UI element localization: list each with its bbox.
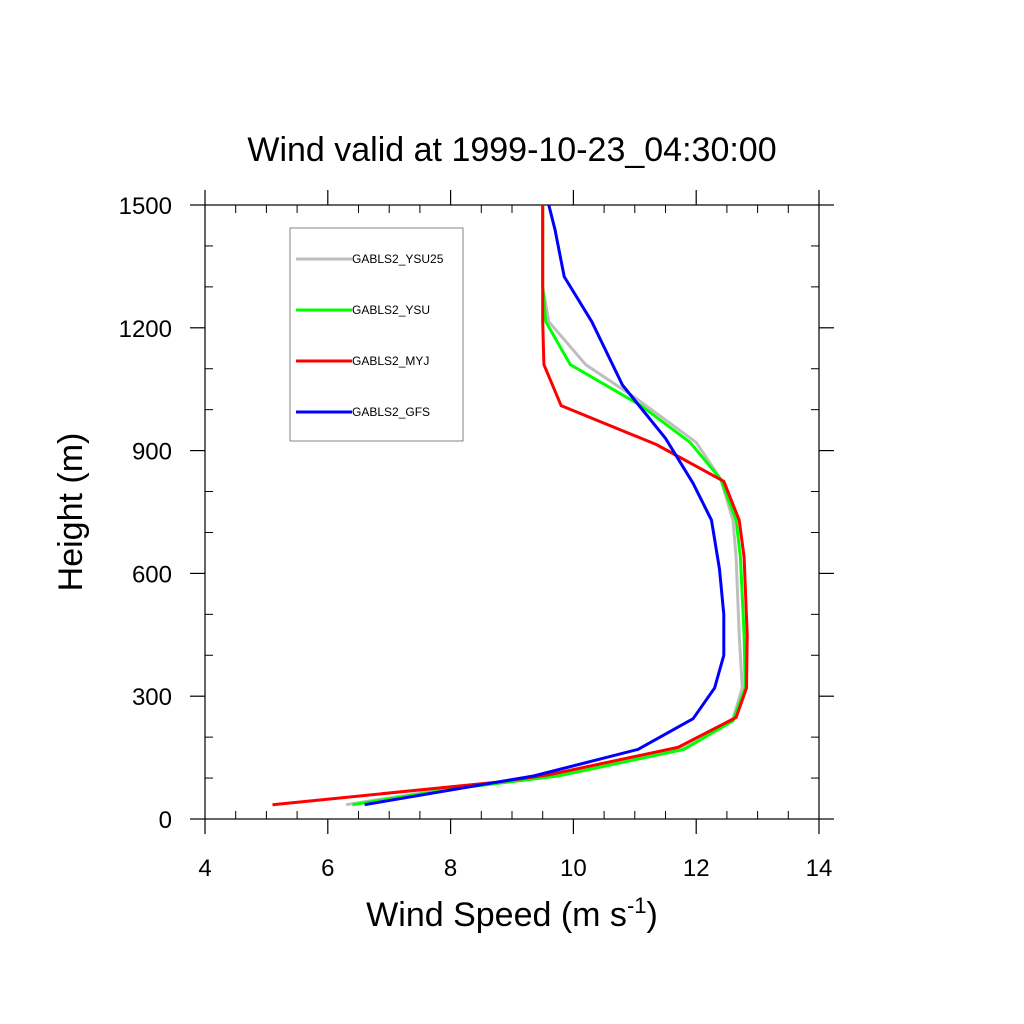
series-line-gabls2-gfs <box>364 204 726 807</box>
y-tick-label: 900 <box>132 439 172 466</box>
legend-label: GABLS2_YSU25 <box>352 252 444 266</box>
axis-ticks: 4 6 8 10 12 14 0 300 600 900 1200 1500 <box>119 190 834 882</box>
x-tick-label: 4 <box>198 855 211 882</box>
series-line-gabls2-myj <box>272 205 749 807</box>
y-tick-label: 600 <box>132 561 172 588</box>
legend-label: GABLS2_GFS <box>352 405 430 419</box>
x-axis-title: Wind Speed (m s-1) <box>366 893 658 934</box>
y-tick-label: 0 <box>159 807 172 834</box>
legend-label: GABLS2_MYJ <box>352 354 429 368</box>
series-line-gabls2-ysu <box>352 205 747 807</box>
x-tick-label: 6 <box>321 855 334 882</box>
x-tick-label: 8 <box>444 855 457 882</box>
legend: GABLS2_YSU25 GABLS2_YSU GABLS2_MYJ GABLS2_G… <box>289 227 464 442</box>
y-tick-label: 1200 <box>119 316 172 343</box>
x-axis-title-main: Wind Speed (m s <box>366 896 627 934</box>
chart-title: Wind valid at 1999-10-23_04:30:00 <box>247 131 776 169</box>
x-axis-title-suffix: ) <box>647 896 658 934</box>
y-tick-label: 300 <box>132 684 172 711</box>
y-tick-label: 1500 <box>119 193 172 220</box>
x-axis-title-superscript: -1 <box>627 893 647 918</box>
y-axis-title: Height (m) <box>52 433 90 592</box>
x-tick-label: 10 <box>560 855 587 882</box>
x-tick-label: 12 <box>683 855 710 882</box>
series-lines <box>272 204 749 807</box>
legend-label: GABLS2_YSU <box>352 303 430 317</box>
legend-box <box>289 227 464 442</box>
x-tick-label: 14 <box>806 855 833 882</box>
